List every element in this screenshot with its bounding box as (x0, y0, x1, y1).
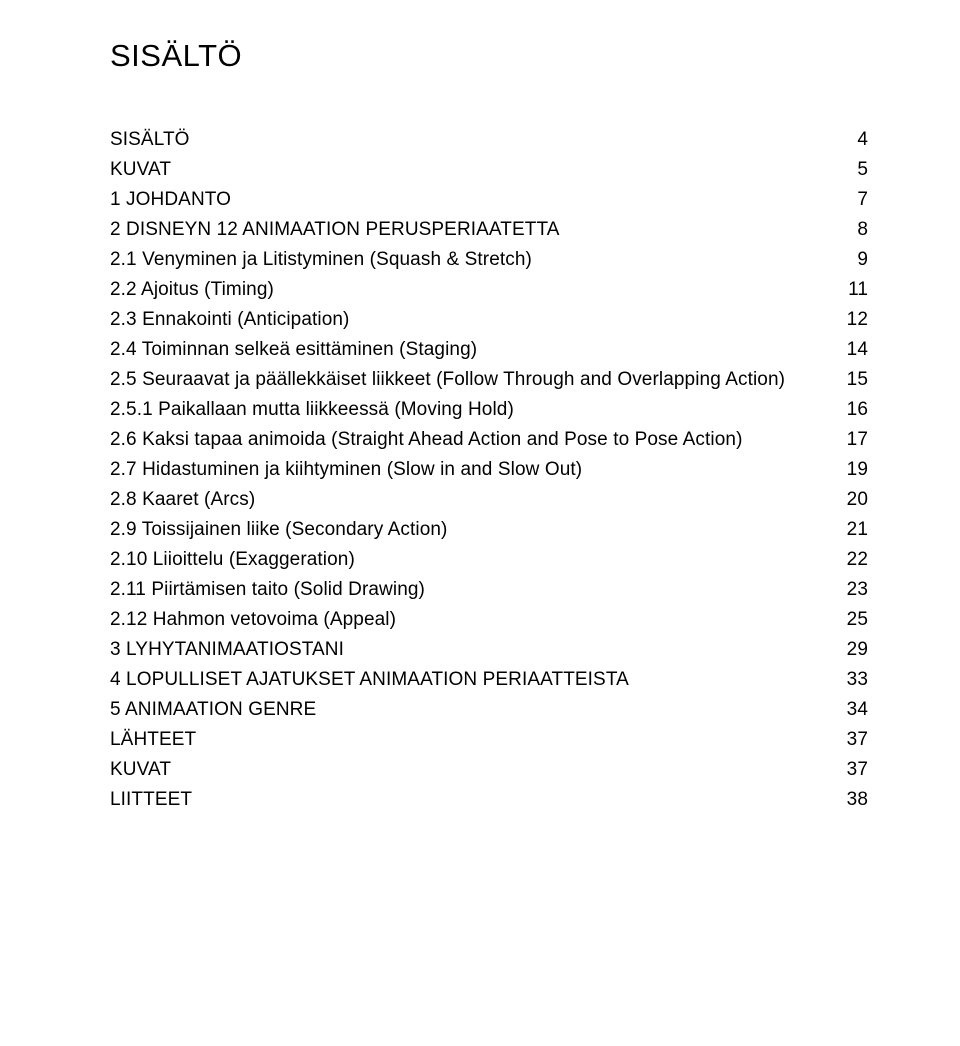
toc-label: 2.5.1 Paikallaan mutta liikkeessä (Movin… (110, 400, 514, 419)
toc-label: LÄHTEET (110, 730, 196, 749)
toc-label: 5 ANIMAATION GENRE (110, 700, 316, 719)
toc-label: LIITTEET (110, 790, 192, 809)
toc-row: 2.11 Piirtämisen taito (Solid Drawing) 2… (110, 580, 868, 599)
toc-row: 2 DISNEYN 12 ANIMAATION PERUSPERIAATETTA… (110, 220, 868, 239)
toc-row: 2.1 Venyminen ja Litistyminen (Squash & … (110, 250, 868, 269)
toc-label: SISÄLTÖ (110, 130, 190, 149)
toc-row: 2.3 Ennakointi (Anticipation) 12 (110, 310, 868, 329)
toc-row: 2.2 Ajoitus (Timing) 11 (110, 280, 868, 299)
toc-page: 19 (832, 460, 868, 479)
toc-row: 4 LOPULLISET AJATUKSET ANIMAATION PERIAA… (110, 670, 868, 689)
toc-label: KUVAT (110, 160, 171, 179)
toc-label: 2.1 Venyminen ja Litistyminen (Squash & … (110, 250, 532, 269)
toc-page: 14 (832, 340, 868, 359)
toc-page: 38 (832, 790, 868, 809)
toc-page: 5 (832, 160, 868, 179)
toc-label: 4 LOPULLISET AJATUKSET ANIMAATION PERIAA… (110, 670, 629, 689)
toc-row: 2.12 Hahmon vetovoima (Appeal) 25 (110, 610, 868, 629)
toc-row: 2.7 Hidastuminen ja kiihtyminen (Slow in… (110, 460, 868, 479)
toc-row: LIITTEET 38 (110, 790, 868, 809)
toc-page: 11 (832, 280, 868, 299)
toc-label: 2.10 Liioittelu (Exaggeration) (110, 550, 355, 569)
toc-page: 9 (832, 250, 868, 269)
toc-page: 17 (832, 430, 868, 449)
toc-label: 2.8 Kaaret (Arcs) (110, 490, 255, 509)
toc-label: 1 JOHDANTO (110, 190, 231, 209)
toc-label: KUVAT (110, 760, 171, 779)
document-page: SISÄLTÖ SISÄLTÖ 4 KUVAT 5 1 JOHDANTO 7 2… (0, 0, 960, 1046)
toc-label: 3 LYHYTANIMAATIOSTANI (110, 640, 344, 659)
toc-page: 20 (832, 490, 868, 509)
toc-row: 2.4 Toiminnan selkeä esittäminen (Stagin… (110, 340, 868, 359)
toc-page: 25 (832, 610, 868, 629)
toc-page: 33 (832, 670, 868, 689)
toc-page: 23 (832, 580, 868, 599)
toc-page: 7 (832, 190, 868, 209)
toc-row: 2.5.1 Paikallaan mutta liikkeessä (Movin… (110, 400, 868, 419)
toc-label: 2.6 Kaksi tapaa animoida (Straight Ahead… (110, 430, 743, 449)
toc-row: LÄHTEET 37 (110, 730, 868, 749)
toc-page: 34 (832, 700, 868, 719)
toc-page: 16 (832, 400, 868, 419)
toc-label: 2.3 Ennakointi (Anticipation) (110, 310, 349, 329)
toc-row: 2.9 Toissijainen liike (Secondary Action… (110, 520, 868, 539)
toc-row: 2.10 Liioittelu (Exaggeration) 22 (110, 550, 868, 569)
toc-row: 2.8 Kaaret (Arcs) 20 (110, 490, 868, 509)
toc-label: 2.4 Toiminnan selkeä esittäminen (Stagin… (110, 340, 477, 359)
table-of-contents: SISÄLTÖ 4 KUVAT 5 1 JOHDANTO 7 2 DISNEYN… (110, 130, 868, 809)
toc-row: 2.6 Kaksi tapaa animoida (Straight Ahead… (110, 430, 868, 449)
page-title: SISÄLTÖ (110, 38, 868, 74)
toc-label: 2.2 Ajoitus (Timing) (110, 280, 274, 299)
toc-page: 37 (832, 730, 868, 749)
toc-page: 4 (832, 130, 868, 149)
toc-label: 2.5 Seuraavat ja päällekkäiset liikkeet … (110, 370, 785, 389)
toc-label: 2.9 Toissijainen liike (Secondary Action… (110, 520, 447, 539)
toc-label: 2.11 Piirtämisen taito (Solid Drawing) (110, 580, 425, 599)
toc-label: 2.7 Hidastuminen ja kiihtyminen (Slow in… (110, 460, 582, 479)
toc-row: SISÄLTÖ 4 (110, 130, 868, 149)
toc-page: 12 (832, 310, 868, 329)
toc-row: KUVAT 37 (110, 760, 868, 779)
toc-page: 15 (832, 370, 868, 389)
toc-page: 21 (832, 520, 868, 539)
toc-label: 2.12 Hahmon vetovoima (Appeal) (110, 610, 396, 629)
toc-page: 22 (832, 550, 868, 569)
toc-page: 37 (832, 760, 868, 779)
toc-row: 2.5 Seuraavat ja päällekkäiset liikkeet … (110, 370, 868, 389)
toc-label: 2 DISNEYN 12 ANIMAATION PERUSPERIAATETTA (110, 220, 560, 239)
toc-row: KUVAT 5 (110, 160, 868, 179)
toc-row: 1 JOHDANTO 7 (110, 190, 868, 209)
toc-page: 29 (832, 640, 868, 659)
toc-page: 8 (832, 220, 868, 239)
toc-row: 5 ANIMAATION GENRE 34 (110, 700, 868, 719)
toc-row: 3 LYHYTANIMAATIOSTANI 29 (110, 640, 868, 659)
